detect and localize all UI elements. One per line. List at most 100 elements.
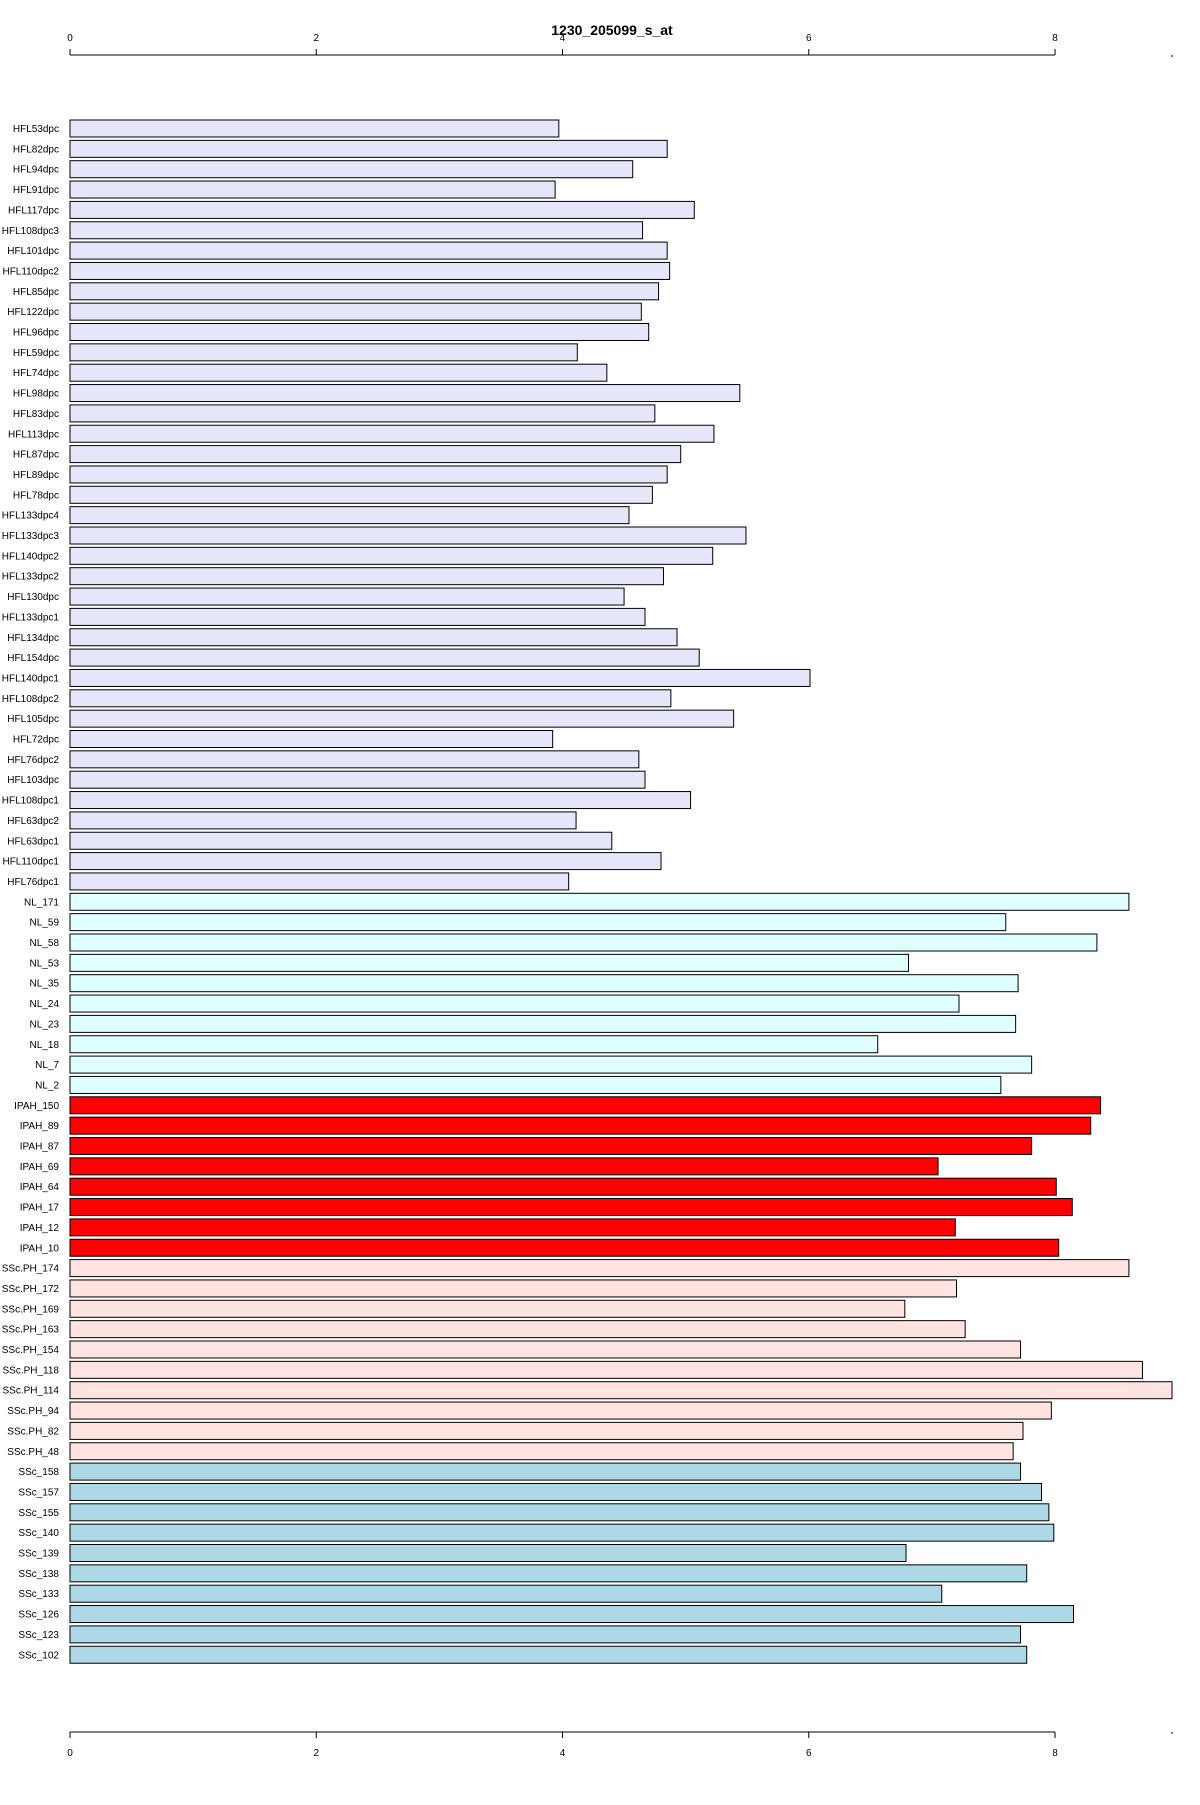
bar-HFL85dpc xyxy=(69,282,660,301)
bar-HFL110dpc2 xyxy=(69,261,671,280)
category-label-IPAH_150: IPAH_150 xyxy=(14,1101,59,1112)
category-label-HFL133dpc4: HFL133dpc4 xyxy=(2,511,60,522)
bar-SSc_139 xyxy=(69,1544,907,1562)
category-label-SSc_133: SSc_133 xyxy=(18,1589,59,1600)
category-label-SSc_140: SSc_140 xyxy=(18,1528,59,1539)
category-label-IPAH_10: IPAH_10 xyxy=(20,1243,60,1254)
category-label-HFL94dpc: HFL94dpc xyxy=(13,165,59,176)
bar-HFL91dpc xyxy=(69,180,556,199)
bar-HFL76dpc1 xyxy=(69,872,570,891)
bar-SSc.PH_174 xyxy=(69,1259,1130,1278)
bar-HFL134dpc xyxy=(69,628,678,647)
category-label-HFL105dpc: HFL105dpc xyxy=(7,714,59,725)
category-label-HFL133dpc3: HFL133dpc3 xyxy=(2,531,60,542)
category-label-SSc.PH_172: SSc.PH_172 xyxy=(2,1284,60,1295)
category-label-NL_35: NL_35 xyxy=(30,979,60,990)
category-label-SSc.PH_82: SSc.PH_82 xyxy=(7,1426,59,1437)
bar-SSc.PH_172 xyxy=(69,1279,958,1298)
bar-SSc.PH_94 xyxy=(69,1401,1052,1420)
category-label-HFL133dpc1: HFL133dpc1 xyxy=(2,612,60,623)
category-label-HFL85dpc: HFL85dpc xyxy=(13,287,59,298)
bar-HFL74dpc xyxy=(69,363,608,382)
category-label-HFL103dpc: HFL103dpc xyxy=(7,775,59,786)
bar-NL_7 xyxy=(69,1055,1033,1074)
category-label-HFL76dpc1: HFL76dpc1 xyxy=(7,877,59,888)
category-label-IPAH_64: IPAH_64 xyxy=(20,1182,60,1193)
category-label-HFL74dpc: HFL74dpc xyxy=(13,368,59,379)
bar-NL_53 xyxy=(69,953,910,972)
category-label-SSc.PH_163: SSc.PH_163 xyxy=(2,1325,60,1336)
bottom-tick-label-3: 6 xyxy=(806,1748,812,1759)
category-label-SSc_138: SSc_138 xyxy=(18,1569,59,1580)
bar-SSc_158 xyxy=(69,1462,1022,1481)
category-label-HFL76dpc2: HFL76dpc2 xyxy=(7,755,59,766)
category-label-IPAH_12: IPAH_12 xyxy=(20,1223,60,1234)
category-label-HFL108dpc3: HFL108dpc3 xyxy=(2,226,60,237)
category-label-SSc.PH_118: SSc.PH_118 xyxy=(2,1365,59,1376)
top-tick-label-4: 8 xyxy=(1052,33,1058,44)
bar-SSc.PH_114 xyxy=(69,1381,1173,1400)
bar-SSc.PH_48 xyxy=(69,1442,1014,1461)
category-label-SSc_155: SSc_155 xyxy=(18,1508,59,1519)
category-labels: HFL53dpc HFL82dpc HFL94dpc HFL91dpc HFL117dp… xyxy=(2,124,60,1661)
bar-HFL101dpc xyxy=(69,241,668,260)
bar-HFL96dpc xyxy=(69,323,650,341)
category-label-NL_7: NL_7 xyxy=(35,1060,59,1071)
category-label-HFL78dpc: HFL78dpc xyxy=(13,490,59,501)
category-label-HFL83dpc: HFL83dpc xyxy=(13,409,59,420)
bar-IPAH_150 xyxy=(69,1096,1102,1115)
bottom-tick-label-0: 0 xyxy=(67,1748,73,1759)
category-label-SSc_102: SSc_102 xyxy=(18,1650,59,1661)
category-label-NL_59: NL_59 xyxy=(30,918,60,929)
top-x-axis: 0 2 4 6 8 xyxy=(67,33,1173,57)
category-label-HFL72dpc: HFL72dpc xyxy=(13,735,59,746)
bar-HFL83dpc xyxy=(69,404,656,423)
bar-SSc.PH_163 xyxy=(69,1320,966,1339)
bar-HFL140dpc2 xyxy=(69,546,714,565)
top-tick-label-1: 2 xyxy=(313,33,319,44)
bar-IPAH_12 xyxy=(69,1218,956,1237)
bar-SSc.PH_118 xyxy=(69,1360,1143,1379)
bar-HFL87dpc xyxy=(69,445,682,464)
bar-HFL76dpc2 xyxy=(69,750,640,769)
category-label-SSc.PH_174: SSc.PH_174 xyxy=(2,1264,60,1275)
category-label-HFL110dpc1: HFL110dpc1 xyxy=(2,857,59,868)
bar-HFL133dpc2 xyxy=(69,567,664,586)
bars-group xyxy=(69,119,1173,1664)
category-label-NL_24: NL_24 xyxy=(30,999,60,1010)
bar-SSc_123 xyxy=(69,1625,1022,1644)
bar-HFL130dpc xyxy=(69,587,625,606)
category-label-HFL113dpc: HFL113dpc xyxy=(8,429,59,440)
category-label-HFL140dpc2: HFL140dpc2 xyxy=(2,551,60,562)
category-label-SSc.PH_114: SSc.PH_114 xyxy=(2,1386,59,1397)
bar-HFL133dpc4 xyxy=(69,506,630,525)
bar-NL_2 xyxy=(69,1075,1002,1094)
bar-HFL82dpc xyxy=(69,139,668,158)
bar-SSc_157 xyxy=(69,1482,1042,1501)
category-label-HFL53dpc: HFL53dpc xyxy=(13,124,59,135)
category-label-IPAH_69: IPAH_69 xyxy=(20,1162,60,1173)
category-label-SSc.PH_169: SSc.PH_169 xyxy=(2,1304,60,1315)
bar-HFL105dpc xyxy=(69,709,735,728)
bar-IPAH_64 xyxy=(69,1177,1057,1196)
category-label-HFL122dpc: HFL122dpc xyxy=(7,307,59,318)
bar-IPAH_87 xyxy=(69,1137,1033,1155)
category-label-NL_2: NL_2 xyxy=(35,1080,59,1091)
category-label-HFL117dpc: HFL117dpc xyxy=(8,205,59,216)
bar-HFL89dpc xyxy=(69,465,668,484)
bar-HFL94dpc xyxy=(69,160,634,179)
category-label-SSc_123: SSc_123 xyxy=(18,1630,59,1641)
bar-HFL53dpc xyxy=(69,119,560,138)
bar-NL_18 xyxy=(69,1035,879,1054)
top-tick-label-0: 0 xyxy=(67,33,73,44)
bar-HFL113dpc xyxy=(69,424,715,443)
category-label-HFL133dpc2: HFL133dpc2 xyxy=(2,572,60,583)
category-label-SSc.PH_48: SSc.PH_48 xyxy=(7,1447,59,1458)
bar-IPAH_10 xyxy=(69,1238,1060,1257)
top-tick-label-3: 6 xyxy=(806,33,812,44)
category-label-HFL63dpc2: HFL63dpc2 xyxy=(7,816,59,827)
bar-HFL122dpc xyxy=(69,302,642,321)
category-label-SSc.PH_154: SSc.PH_154 xyxy=(2,1345,60,1356)
bottom-tick-label-4: 8 xyxy=(1052,1748,1058,1759)
